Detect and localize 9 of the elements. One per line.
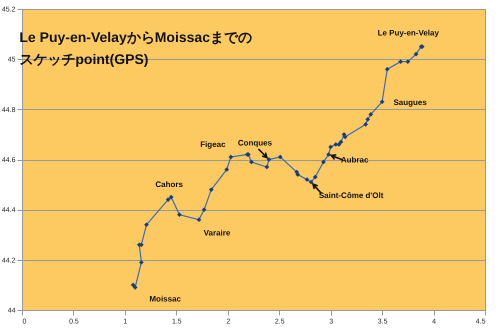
annotation: Conques	[238, 138, 273, 148]
annotation: Le Puy-en-Velay	[378, 28, 440, 38]
annotation: Saugues	[393, 98, 428, 107]
annotation: Figeac	[200, 140, 226, 149]
annotation: Varaire	[204, 228, 231, 238]
annotation: Cahors	[155, 180, 184, 190]
annotation: Aubrac	[340, 155, 369, 164]
annotation: Saint-Côme d'Olt	[318, 191, 384, 200]
annotation: Moissac	[149, 294, 182, 304]
